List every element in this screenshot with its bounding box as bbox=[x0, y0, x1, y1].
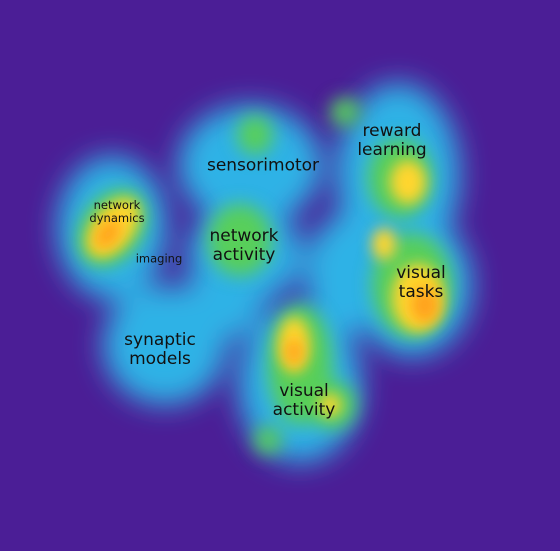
label-sensorimotor: sensorimotor bbox=[206, 155, 320, 176]
cluster-visual-activity-spot bbox=[254, 426, 282, 454]
cluster-visual-tasks-peak bbox=[411, 287, 439, 323]
cluster-sensorimotor-halo bbox=[178, 105, 322, 225]
cluster-visual-activity-peak bbox=[286, 339, 302, 365]
cluster-network-dynamics-peak bbox=[95, 219, 121, 249]
label-reward-learning: reward learning bbox=[357, 120, 427, 160]
cluster-network-activity-mid bbox=[208, 204, 272, 276]
label-visual-activity: visual activity bbox=[272, 380, 336, 420]
cluster-visual-activity-core-2 bbox=[319, 394, 341, 416]
cluster-sensorimotor-mid bbox=[237, 115, 273, 155]
label-synaptic-models: synaptic models bbox=[124, 329, 196, 369]
cluster-reward-spot bbox=[330, 98, 360, 126]
label-imaging: imaging bbox=[135, 251, 183, 266]
cluster-visual-tasks-core-2 bbox=[372, 228, 396, 260]
label-network-dynamics: network dynamics bbox=[89, 198, 145, 225]
cluster-reward-learning-core bbox=[390, 160, 426, 204]
label-visual-tasks: visual tasks bbox=[396, 262, 446, 302]
cluster-bridge-halo bbox=[305, 215, 385, 335]
cluster-bridge-halo-2 bbox=[185, 260, 265, 340]
label-network-activity: network activity bbox=[209, 225, 279, 265]
density-peak-layer bbox=[95, 219, 439, 365]
